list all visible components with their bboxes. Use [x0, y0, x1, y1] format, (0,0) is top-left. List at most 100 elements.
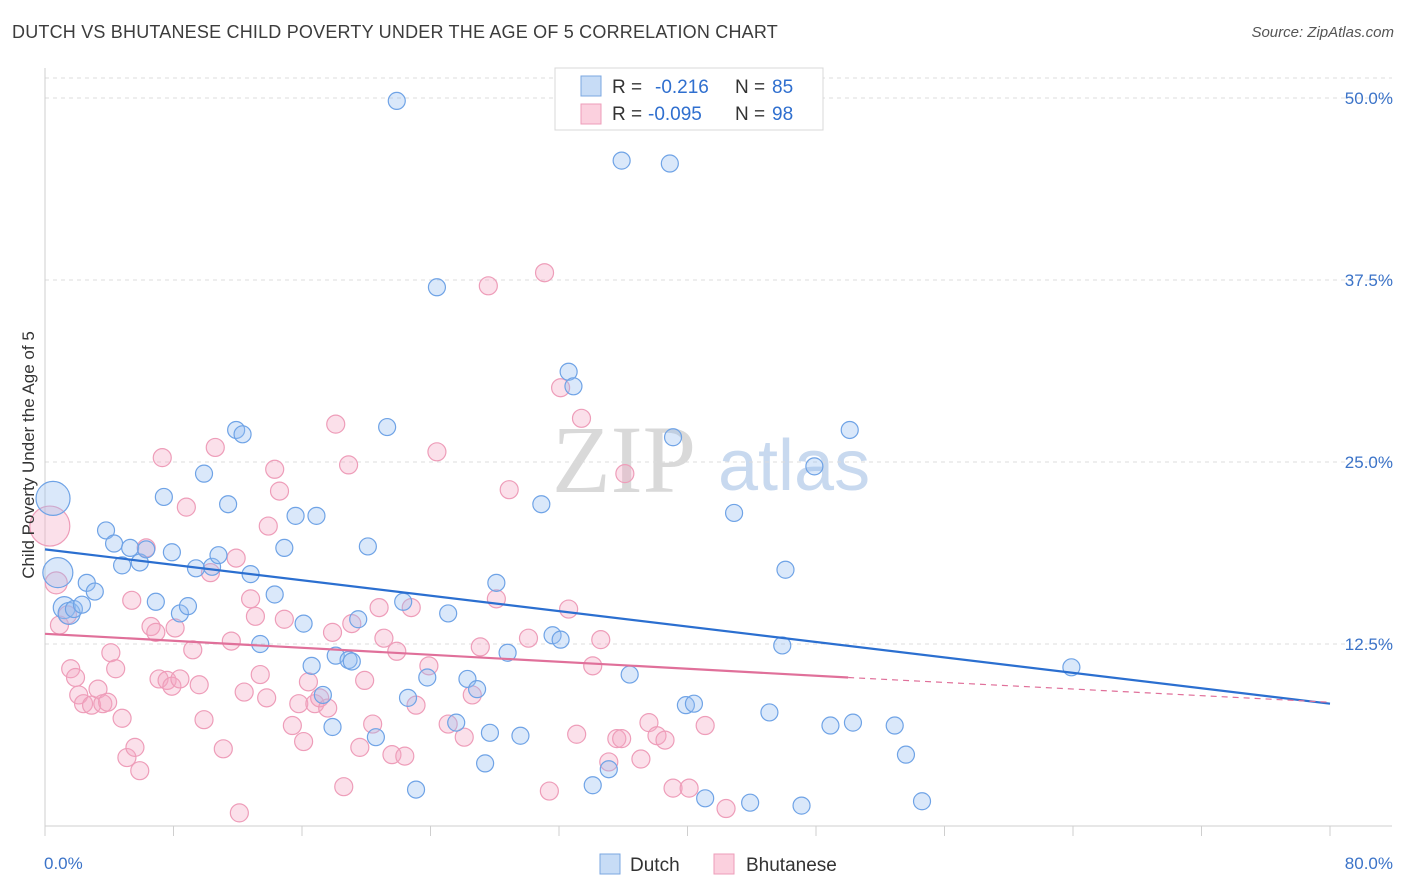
bhutanese-point	[112, 708, 132, 728]
dutch-point	[294, 614, 313, 633]
dutch-point	[612, 151, 631, 170]
bhutanese-point	[716, 798, 736, 819]
bhutanese-point	[183, 640, 203, 660]
bhutanese-point	[499, 480, 519, 500]
dutch-point	[96, 521, 116, 540]
source-label: Source: ZipAtlas.com	[1251, 24, 1394, 41]
y-tick-label: 12.5%	[1345, 635, 1393, 654]
legend-r-value: -0.216	[655, 77, 709, 98]
series-swatch-dutch	[599, 853, 621, 875]
dutch-point	[233, 425, 252, 444]
legend-r-label: R =	[612, 77, 642, 98]
bhutanese-point	[679, 778, 699, 798]
dutch-point	[302, 656, 321, 675]
dutch-point	[154, 487, 173, 507]
dutch-point	[487, 573, 506, 592]
dutch-point	[620, 665, 639, 684]
dutch-point	[406, 780, 426, 799]
series-swatch-bhutanese	[713, 853, 735, 875]
bhutanese-point	[583, 656, 603, 676]
correlation-legend: R = -0.216 N = 85 R = -0.095 N = 98	[554, 67, 824, 131]
dutch-point	[805, 457, 824, 476]
bhutanese-point	[454, 727, 474, 747]
y-tick-label: 37.5%	[1345, 271, 1393, 290]
dutch-point	[394, 592, 413, 611]
dutch-point	[366, 728, 385, 747]
bhutanese-point	[130, 761, 150, 781]
bhutanese-point	[241, 589, 261, 609]
bhutanese-point	[101, 643, 121, 663]
y-tick-label: 25.0%	[1345, 453, 1393, 472]
bhutanese-point	[567, 724, 587, 744]
legend-r-label: R =	[612, 104, 642, 125]
dutch-point	[342, 652, 361, 671]
dutch-point	[840, 420, 859, 440]
legend-swatch-dutch	[580, 75, 602, 97]
dutch-point	[146, 592, 165, 611]
bhutanese-point	[282, 715, 302, 736]
bhutanese-trend-line	[44, 632, 849, 679]
bhutanese-point	[274, 609, 294, 629]
bhutanese-point	[294, 731, 314, 752]
series-legend: Dutch Bhutanese	[599, 853, 837, 876]
bhutanese-point	[591, 630, 611, 650]
dutch-point	[684, 694, 704, 713]
legend-n-value: 98	[772, 104, 793, 125]
bhutanese-point	[250, 664, 270, 685]
dutch-point	[286, 506, 305, 525]
dutch-point	[35, 480, 71, 516]
bhutanese-point	[106, 659, 126, 679]
dutch-point	[599, 760, 618, 779]
bhutanese-point	[534, 263, 555, 283]
bhutanese-point	[88, 679, 108, 699]
dutch-point	[398, 688, 418, 707]
bhutanese-points	[29, 263, 736, 823]
series-label-bhutanese: Bhutanese	[746, 855, 837, 876]
bhutanese-point	[395, 746, 415, 766]
bhutanese-point	[518, 628, 539, 648]
dutch-point	[480, 723, 500, 742]
bhutanese-point	[146, 622, 166, 642]
bhutanese-point	[226, 548, 246, 568]
axes	[44, 68, 1392, 836]
bhutanese-point	[655, 730, 675, 750]
dutch-point	[418, 668, 437, 687]
bhutanese-point	[350, 737, 370, 757]
chart-title: DUTCH VS BHUTANESE CHILD POVERTY UNDER T…	[12, 22, 778, 42]
bhutanese-point	[205, 437, 225, 458]
dutch-point	[265, 585, 284, 604]
watermark-zip: ZIP	[552, 406, 696, 513]
bhutanese-point	[310, 688, 330, 708]
dutch-point	[202, 557, 222, 576]
legend-n-label: N =	[735, 77, 765, 98]
dutch-trend-line	[44, 548, 1331, 705]
bhutanese-point	[599, 752, 619, 772]
dutch-point	[564, 377, 583, 396]
bhutanese-point	[194, 710, 214, 730]
bhutanese-point	[117, 747, 137, 768]
dutch-point	[760, 703, 779, 722]
dutch-point	[427, 278, 447, 297]
bhutanese-point	[478, 276, 498, 296]
bhutanese-point	[29, 505, 71, 547]
y-axis-title: Child Poverty Under the Age of 5	[19, 331, 38, 579]
dutch-point	[792, 796, 811, 815]
dutch-point	[178, 597, 198, 616]
dutch-point	[112, 556, 132, 575]
dutch-point	[121, 538, 140, 558]
dutch-point	[660, 154, 679, 173]
bhutanese-point	[176, 497, 196, 517]
bhutanese-point	[334, 777, 354, 797]
dutch-point	[476, 754, 495, 773]
gridlines	[45, 77, 1392, 645]
dutch-point	[885, 716, 904, 735]
dutch-point	[912, 792, 932, 811]
bhutanese-trend-extension	[848, 676, 1331, 703]
bhutanese-point	[44, 571, 68, 595]
dutch-point	[583, 776, 602, 795]
bhutanese-point	[162, 676, 182, 696]
bhutanese-point	[234, 682, 254, 702]
bhutanese-point	[257, 688, 277, 708]
bhutanese-point	[265, 459, 285, 479]
